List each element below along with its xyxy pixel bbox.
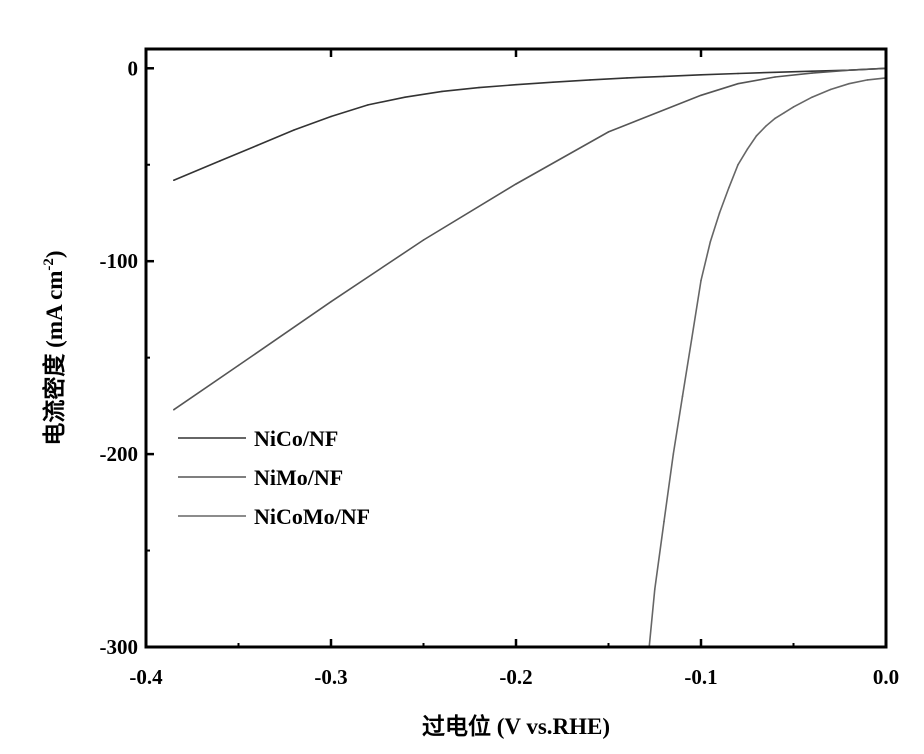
series-2-point-15 [784,112,786,114]
series-1-point-0 [173,409,175,411]
series-layer [173,68,887,648]
series-0-point-15 [737,73,739,75]
series-1-point-3 [423,239,425,241]
y-tick-label-1: -100 [100,249,139,273]
x-axis-label: 过电位 (V vs.RHE) [422,713,610,739]
series-1-point-7 [737,83,739,85]
series-0-point-11 [589,79,591,81]
y-tick-label-0: 0 [128,56,139,80]
series-0-point-17 [811,70,813,72]
series-2-point-20 [867,79,869,81]
series-0-point-8 [478,87,480,89]
series-0-point-13 [663,76,665,78]
series-0-point-0 [173,179,175,181]
series-2-point-14 [774,118,776,120]
series-2-point-18 [830,89,832,91]
series-0-point-2 [256,145,258,147]
legend: NiCo/NF NiMo/NF NiCoMo/NF [178,426,370,529]
y-axis-label-main: 电流密度 (mA cm [41,271,67,446]
series-2-point-2 [663,521,665,523]
y-axis-label-superscript: -2 [41,258,57,271]
series-0-point-12 [626,77,628,79]
series-1-point-6 [700,95,702,97]
y-axis-label-close: ) [42,250,67,258]
series-0-point-3 [293,129,295,131]
series-1-point-9 [811,72,813,74]
series-0-point-16 [774,72,776,74]
x-tick-label-0: -0.4 [129,665,163,689]
series-0-point-10 [552,81,554,83]
series-nico-nf [173,68,887,182]
x-tick-label-2: -0.2 [499,665,532,689]
series-2-point-17 [811,96,813,98]
legend-label-nimo: NiMo/NF [254,465,343,490]
series-1-point-2 [330,301,332,303]
series-2-point-5 [691,338,693,340]
series-nimo-nf [173,68,887,411]
series-0-point-9 [515,84,517,86]
series-line-2 [649,78,886,647]
series-1-point-10 [848,69,850,71]
series-2-point-7 [710,241,712,243]
y-tick-label-2: -200 [100,442,139,466]
plot-frame [146,49,886,647]
series-1-point-5 [608,131,610,133]
series-2-point-8 [719,212,721,214]
series-0-point-4 [330,116,332,118]
series-0-point-7 [441,91,443,93]
series-2-point-11 [747,149,749,151]
series-2-point-19 [848,83,850,85]
series-2-point-13 [765,125,767,127]
series-2-point-1 [654,588,656,590]
series-2-point-10 [737,164,739,166]
series-nicomo-nf [648,77,886,648]
series-2-point-3 [673,453,675,455]
y-axis-label: 电流密度 (mA cm-2) [41,250,67,445]
series-2-point-12 [756,135,758,137]
series-1-point-4 [515,183,517,185]
series-0-point-5 [367,104,369,106]
series-line-0 [174,68,886,180]
series-1-point-1 [238,365,240,367]
series-0-point-1 [219,160,221,162]
series-0-point-6 [404,96,406,98]
series-2-point-4 [682,395,684,397]
tick-layer: -0.4 -0.3 -0.2 -0.1 0.0 0 -100 -200 -300 [100,49,900,689]
legend-label-nico: NiCo/NF [254,426,338,451]
x-tick-label-4: 0.0 [873,665,899,689]
series-2-point-9 [728,187,730,189]
series-2-point-16 [793,106,795,108]
series-1-point-8 [774,76,776,78]
x-tick-label-1: -0.3 [314,665,347,689]
x-tick-label-3: -0.1 [684,665,717,689]
legend-label-nicomo: NiCoMo/NF [254,504,370,529]
series-0-point-14 [700,74,702,76]
y-tick-label-3: -300 [100,635,139,659]
series-line-1 [174,68,886,409]
series-2-point-6 [700,280,702,282]
